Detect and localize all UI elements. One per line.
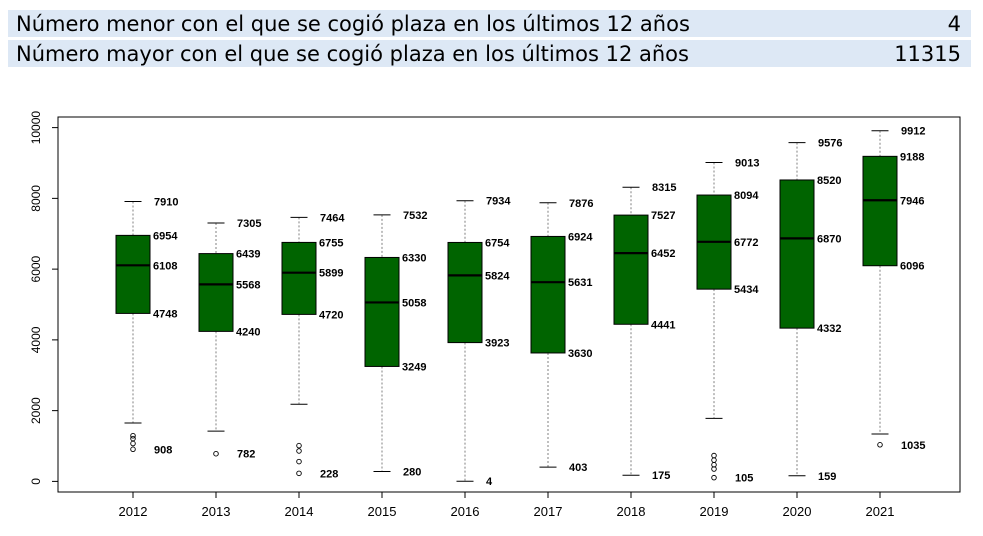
y-tick-label-6000: 6000: [29, 255, 43, 282]
box-2017: [530, 235, 566, 354]
box-2013: [198, 253, 234, 332]
label-q1-2014: 4720: [319, 309, 343, 321]
x-tick-label-2019: 2019: [700, 504, 729, 519]
label-q3-2018: 7527: [651, 210, 675, 222]
outlier-2012-2: [130, 440, 136, 447]
label-min-2019: 105: [735, 473, 753, 485]
label-q3-2019: 8094: [734, 190, 759, 202]
box-2021: [862, 155, 898, 267]
label-upper-2021: 9912: [901, 126, 925, 138]
label-upper-2013: 7305: [237, 218, 261, 230]
label-median-2018: 6452: [651, 248, 675, 260]
outlier-2019-1: [711, 457, 717, 463]
box-2012: [115, 234, 151, 314]
label-q1-2012: 4748: [153, 308, 177, 320]
label-median-2016: 5824: [485, 270, 510, 282]
label-min-2013: 782: [237, 449, 255, 461]
outlier-2012-3: [130, 446, 136, 453]
box-2018: [613, 214, 649, 325]
label-q3-2016: 6754: [485, 237, 510, 249]
outlier-2021-0: [877, 442, 883, 448]
x-tick-label-2021: 2021: [866, 504, 895, 519]
label-median-2014: 5899: [319, 268, 343, 280]
outlier-2019-0: [711, 452, 717, 459]
label-min-2020: 159: [818, 471, 836, 483]
box-2014: [281, 241, 317, 315]
label-upper-2018: 8315: [652, 182, 676, 194]
y-tick-label-10000: 10000: [29, 111, 43, 145]
label-q3-2017: 6924: [568, 231, 593, 243]
label-median-2017: 5631: [568, 277, 592, 289]
max-stat-label: Número mayor con el que se cogió plaza e…: [16, 41, 689, 66]
y-tick-label-0: 0: [29, 478, 43, 485]
label-min-2015: 280: [403, 466, 421, 478]
label-q3-2020: 8520: [817, 175, 841, 187]
x-tick-label-2012: 2012: [119, 504, 148, 519]
box-2015: [364, 256, 400, 367]
x-tick-label-2020: 2020: [783, 504, 812, 519]
y-tick-label-8000: 8000: [29, 185, 43, 212]
outlier-2019-4: [711, 474, 717, 481]
label-q3-2013: 6439: [236, 249, 260, 261]
label-q1-2018: 4441: [651, 319, 675, 331]
label-upper-2014: 7464: [320, 212, 345, 224]
outlier-2014-3: [296, 470, 302, 477]
label-q3-2014: 6755: [319, 237, 343, 249]
outlier-2012-0: [130, 433, 136, 439]
label-q1-2017: 3630: [568, 348, 592, 360]
outlier-2013-0: [213, 450, 219, 457]
outlier-2014-0: [296, 442, 302, 449]
label-q1-2015: 3249: [402, 361, 426, 373]
label-median-2015: 5058: [402, 297, 426, 309]
label-q1-2013: 4240: [236, 326, 260, 338]
label-min-2017: 403: [569, 462, 587, 474]
outlier-2019-3: [711, 466, 717, 472]
label-q1-2021: 6096: [900, 261, 924, 273]
label-upper-2020: 9576: [818, 138, 842, 150]
label-q1-2016: 3923: [485, 338, 509, 350]
label-median-2013: 5568: [236, 279, 260, 291]
label-median-2019: 6772: [734, 237, 758, 249]
label-q3-2021: 9188: [900, 151, 924, 163]
label-median-2012: 6108: [153, 260, 177, 272]
x-tick-label-2016: 2016: [451, 504, 480, 519]
label-upper-2016: 7934: [486, 196, 511, 208]
label-q1-2020: 4332: [817, 323, 841, 335]
label-median-2020: 6870: [817, 233, 841, 245]
label-q3-2012: 6954: [153, 230, 178, 242]
plot-frame: [57, 116, 961, 493]
box-2016: [447, 241, 483, 344]
outlier-2014-1: [296, 448, 302, 454]
label-min-2014: 228: [320, 468, 338, 480]
x-tick-label-2013: 2013: [202, 504, 231, 519]
max-stat-value: 11315: [894, 41, 961, 66]
label-q1-2019: 5434: [734, 284, 759, 296]
x-tick-label-2017: 2017: [534, 504, 563, 519]
min-stat-label: Número menor con el que se cogió plaza e…: [16, 11, 690, 36]
max-stat-row: Número mayor con el que se cogió plaza e…: [8, 40, 971, 67]
label-upper-2012: 7910: [154, 197, 178, 209]
label-upper-2017: 7876: [569, 198, 593, 210]
label-upper-2015: 7532: [403, 210, 427, 222]
x-tick-label-2014: 2014: [285, 504, 314, 519]
label-min-2021: 1035: [901, 440, 925, 452]
label-q3-2015: 6330: [402, 252, 426, 264]
y-tick-label-4000: 4000: [29, 326, 43, 353]
label-min-2012: 908: [154, 444, 172, 456]
min-stat-value: 4: [947, 11, 961, 36]
outlier-2012-1: [130, 435, 136, 442]
box-2020: [779, 179, 815, 329]
min-stat-row: Número menor con el que se cogió plaza e…: [8, 10, 971, 37]
label-upper-2019: 9013: [735, 158, 759, 170]
x-tick-label-2018: 2018: [617, 504, 646, 519]
y-tick-label-2000: 2000: [29, 397, 43, 424]
label-min-2016: 4: [486, 476, 493, 488]
label-median-2021: 7946: [900, 195, 924, 207]
x-tick-label-2015: 2015: [368, 504, 397, 519]
outlier-2014-2: [296, 458, 302, 465]
label-min-2018: 175: [652, 470, 670, 482]
